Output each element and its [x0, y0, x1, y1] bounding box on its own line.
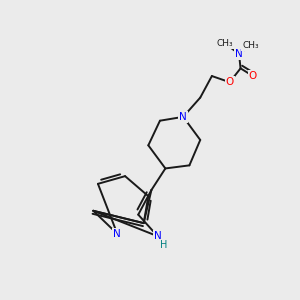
Text: N: N: [113, 229, 121, 239]
Text: N: N: [154, 231, 161, 241]
Text: CH₃: CH₃: [217, 39, 233, 48]
Text: N: N: [179, 112, 187, 122]
Text: N: N: [235, 49, 243, 59]
Text: O: O: [226, 77, 234, 87]
Text: H: H: [160, 240, 167, 250]
Text: CH₃: CH₃: [242, 41, 259, 50]
Text: O: O: [249, 71, 257, 81]
